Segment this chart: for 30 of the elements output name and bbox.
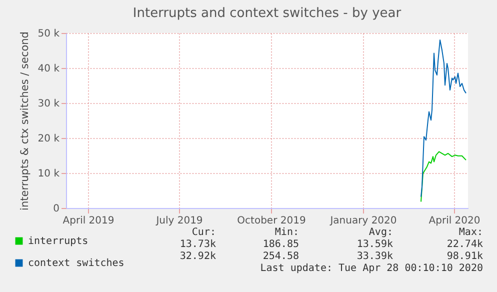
text: 13.73k — [180, 239, 216, 250]
x-tick-label: October 2019 — [237, 216, 306, 226]
chart-title: Interrupts and context switches - by year — [132, 6, 402, 21]
text: 33.39k — [356, 251, 393, 262]
x-tick-label: April 2020 — [428, 216, 480, 226]
legend-label: context switches — [28, 258, 124, 269]
text: Cur: — [192, 227, 216, 238]
text: Avg: — [368, 227, 393, 238]
text: 13.59k — [356, 239, 393, 250]
line-series — [420, 151, 466, 202]
y-tick-label: 30 k — [38, 98, 60, 110]
text: 98.91k — [446, 251, 483, 262]
y-tick-label: 40 k — [38, 64, 60, 74]
x-tick-label: January 2020 — [329, 216, 397, 226]
text: 32.92k — [180, 251, 216, 262]
text: 186.85 — [262, 239, 299, 250]
y-axis-title: interrupts & ctx switches / second — [18, 32, 31, 210]
y-tick-label: 10 k — [38, 168, 60, 180]
y-tick-label: 0 — [53, 204, 60, 214]
line-series — [420, 40, 466, 198]
x-tick-label: July 2019 — [155, 216, 203, 226]
text: 254.58 — [262, 251, 299, 262]
x-tick-label: April 2019 — [62, 216, 114, 226]
text: Max: — [458, 227, 483, 238]
text: Last update: Tue Apr 28 00:10:10 2020 — [260, 263, 483, 274]
text: Min: — [274, 227, 299, 238]
text: 22.74k — [446, 239, 483, 250]
y-tick-label: 50 k — [38, 28, 60, 40]
y-tick-label: 20 k — [38, 134, 60, 144]
legend-label: interrupts — [28, 236, 88, 247]
